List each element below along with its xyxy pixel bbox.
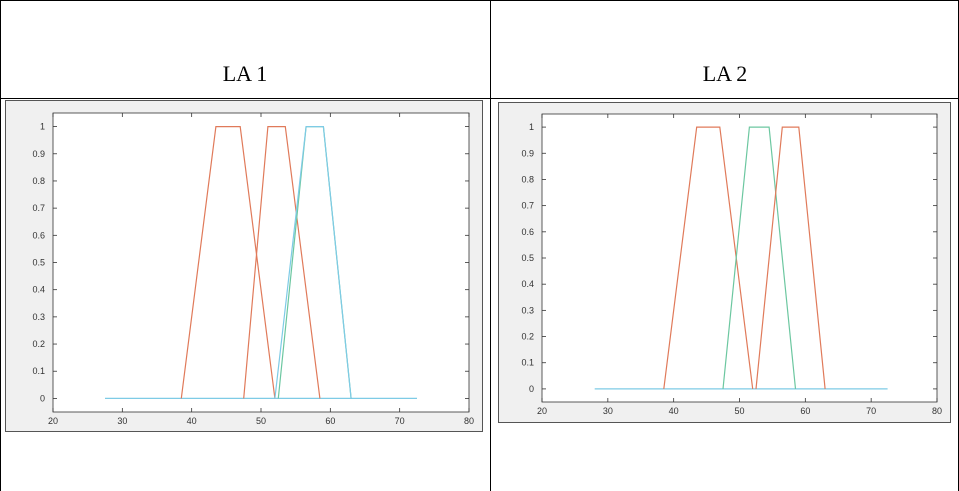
x-tick-label: 30 (117, 416, 127, 426)
y-tick-label: 0.5 (32, 258, 45, 268)
y-tick-label: 0.3 (521, 305, 534, 315)
x-tick-label: 70 (395, 416, 405, 426)
y-tick-label: 0.9 (32, 149, 45, 159)
plot-area (52, 112, 470, 413)
y-tick-label: 1 (40, 122, 45, 132)
y-tick-label: 0.7 (32, 203, 45, 213)
header-la2: LA 2 (702, 61, 748, 86)
y-tick-label: 0.6 (32, 230, 45, 240)
x-tick-label: 50 (256, 416, 266, 426)
y-tick-label: 0.8 (521, 174, 534, 184)
series-line-2 (243, 126, 321, 399)
y-tick-label: 0.3 (32, 312, 45, 322)
x-tick-label: 20 (537, 406, 547, 416)
y-tick-label: 0.1 (521, 358, 534, 368)
x-tick-label: 40 (669, 406, 679, 416)
y-tick-label: 0.7 (521, 201, 534, 211)
series-line-4 (274, 126, 352, 399)
x-tick-label: 50 (734, 406, 744, 416)
y-tick-label: 0.8 (32, 176, 45, 186)
y-tick-label: 0.6 (521, 227, 534, 237)
y-tick-label: 0 (40, 393, 45, 403)
x-tick-label: 70 (866, 406, 876, 416)
x-tick-label: 80 (464, 416, 474, 426)
table-divider-vertical (490, 0, 491, 491)
x-tick-label: 20 (48, 416, 58, 426)
table-divider-header (0, 98, 959, 99)
y-tick-label: 0.5 (521, 253, 534, 263)
y-tick-label: 0.4 (32, 285, 45, 295)
series-line-3 (755, 126, 826, 389)
x-tick-label: 40 (187, 416, 197, 426)
plot-area (541, 113, 938, 403)
table-border-top (0, 0, 959, 1)
header-la1: LA 1 (222, 61, 268, 86)
y-tick-label: 0.2 (32, 339, 45, 349)
x-tick-label: 30 (603, 406, 613, 416)
y-tick-label: 1 (529, 122, 534, 132)
x-tick-label: 80 (932, 406, 942, 416)
y-tick-label: 0.4 (521, 279, 534, 289)
table-border-left (0, 0, 1, 491)
chart-la1: 20 30 40 50 60 70 80 0 0.1 0.2 0.3 0.4 0.5 0.6 0.7 0.8 0… (32, 112, 474, 426)
x-tick-label: 60 (800, 406, 810, 416)
chart-la2: 20 30 40 50 60 70 80 0 0.1 0.2 0.3 0.4 0.5 0.6 0.7 0.8 0… (521, 113, 942, 416)
chart-la1-panel: 20 30 40 50 60 70 80 0 0.1 0.2 0.3 0.4 0.5 0.6 0.7 0.8 0… (5, 100, 483, 432)
y-tick-label: 0.1 (32, 366, 45, 376)
y-tick-label: 0.9 (521, 148, 534, 158)
series-line-1 (180, 126, 276, 399)
y-tick-label: 0 (529, 384, 534, 394)
chart-la2-panel: 20 30 40 50 60 70 80 0 0.1 0.2 0.3 0.4 0.5 0.6 0.7 0.8 0… (498, 102, 951, 423)
y-tick-label: 0.2 (521, 332, 534, 342)
x-tick-label: 60 (325, 416, 335, 426)
series-line-2 (722, 126, 797, 389)
